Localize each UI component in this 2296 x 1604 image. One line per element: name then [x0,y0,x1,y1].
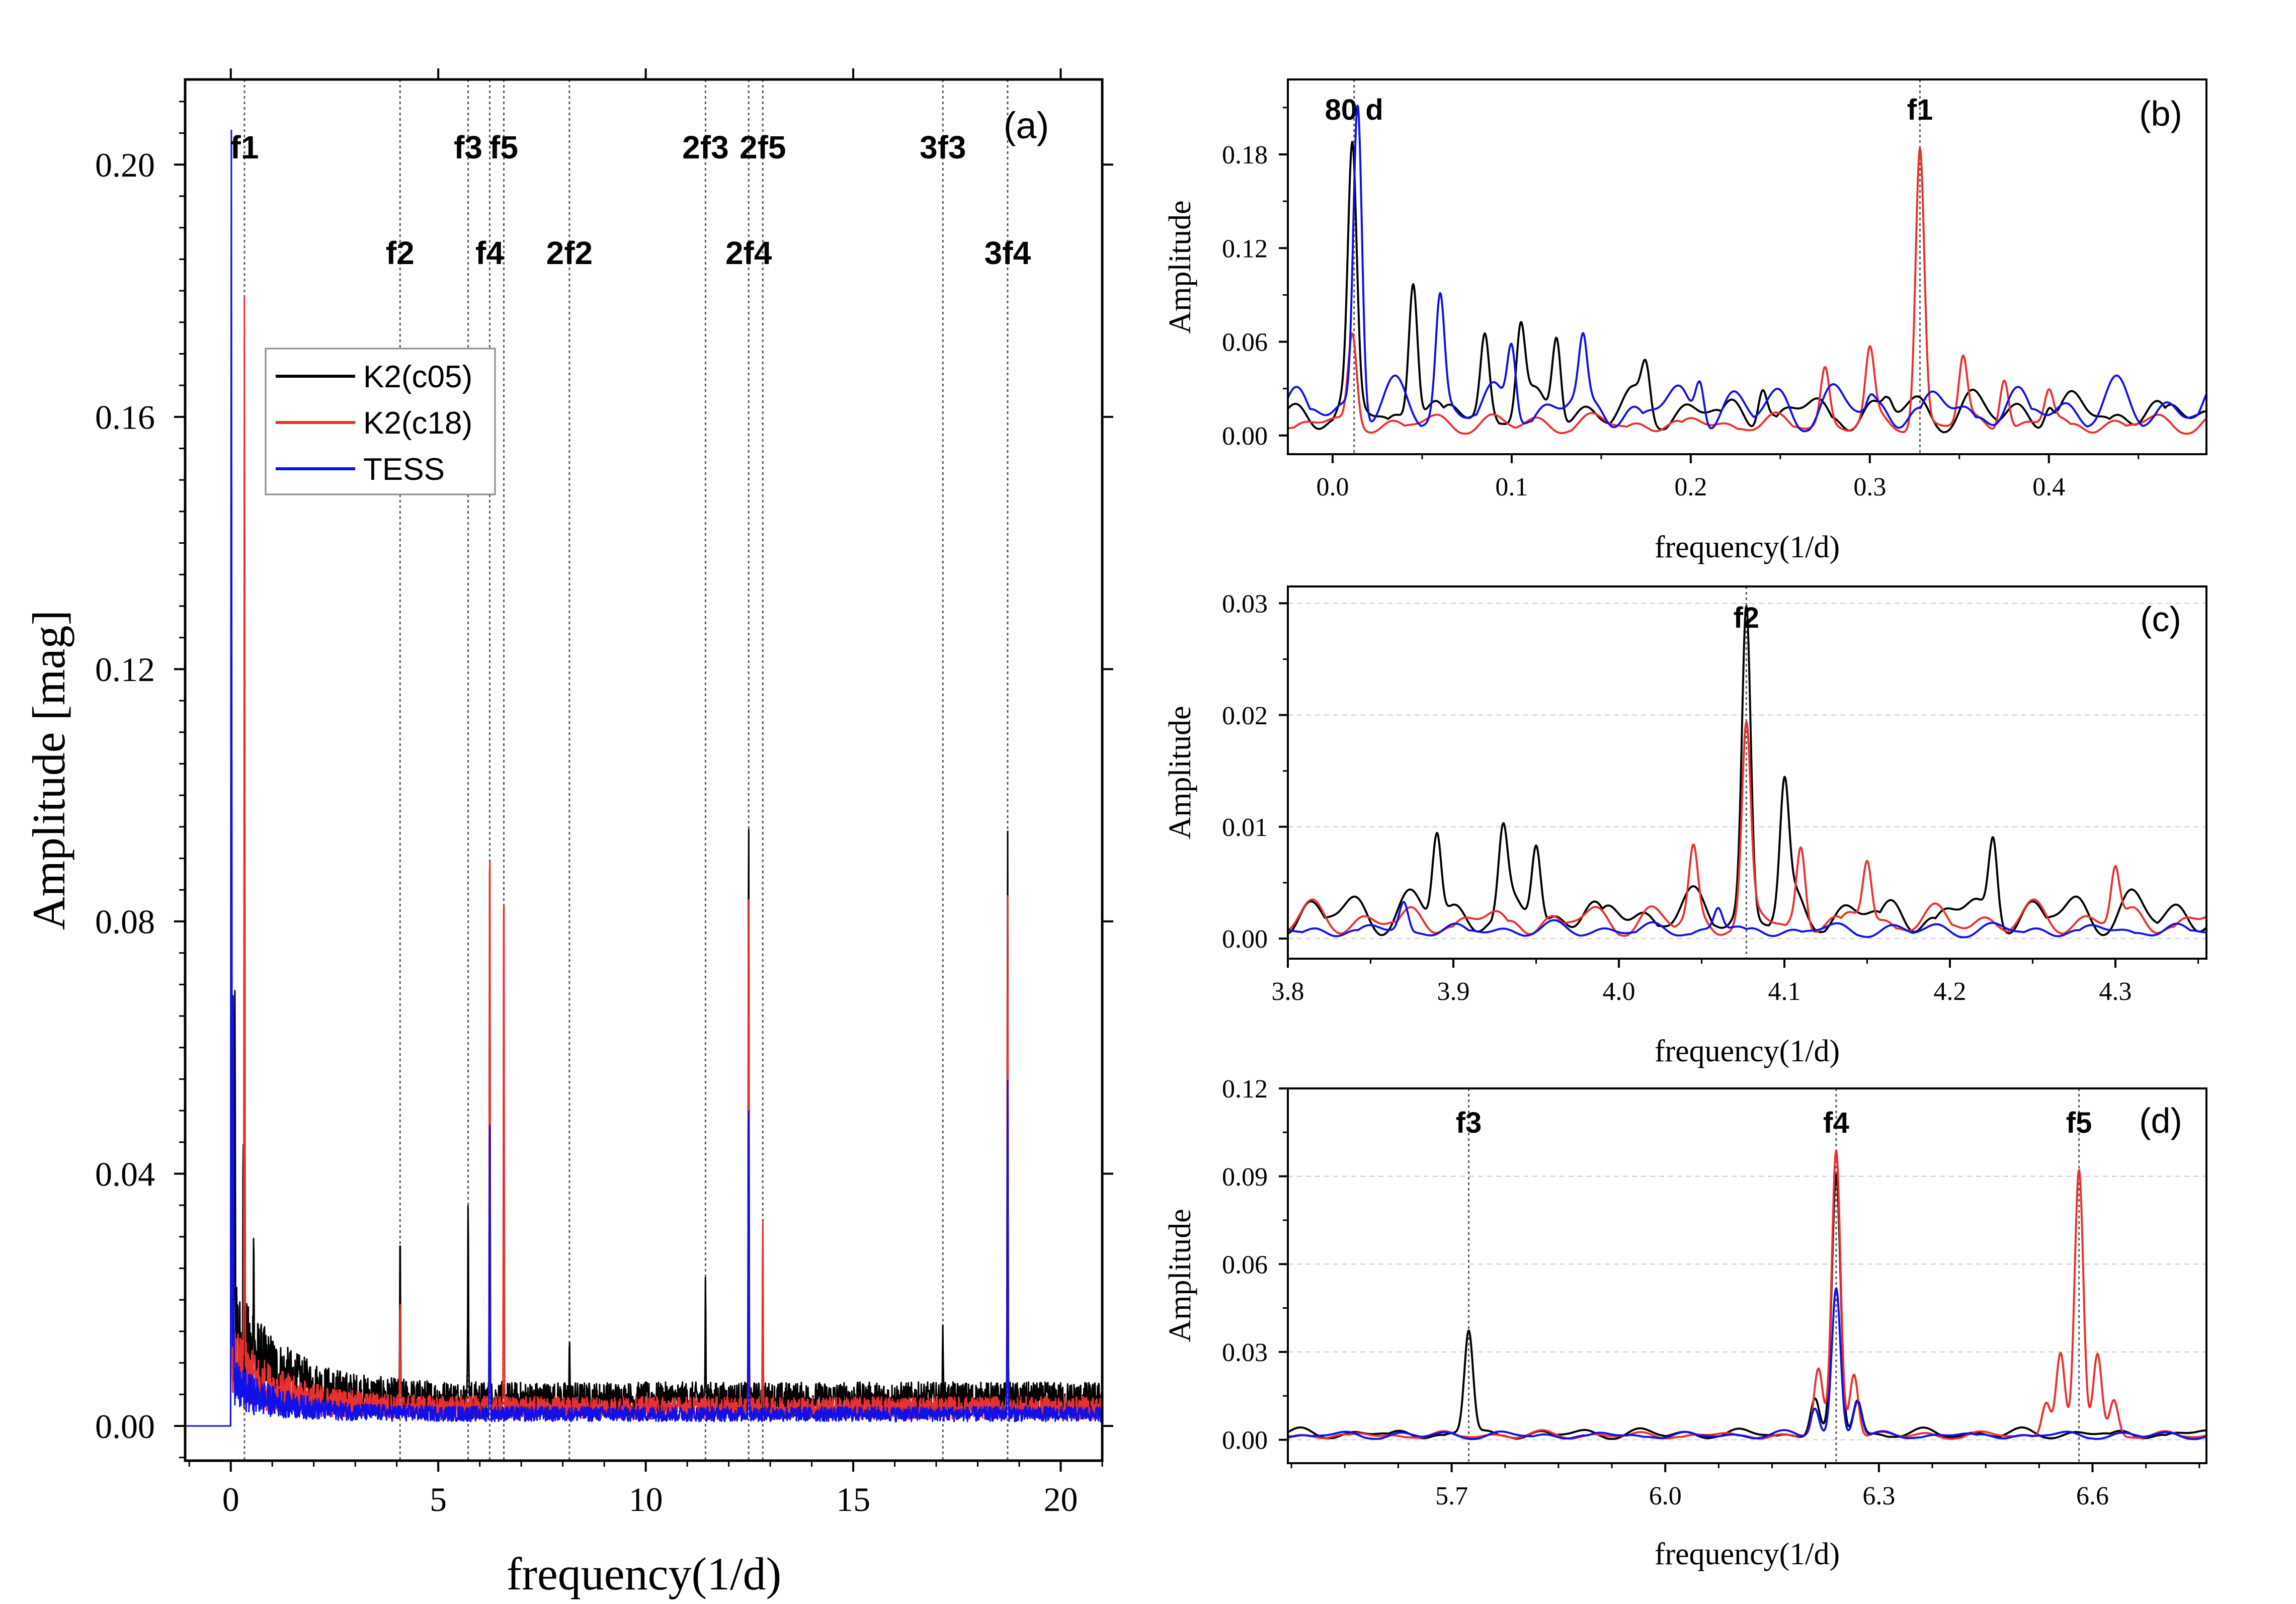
panel-a-plot-layer: f1 f2 f3 f4 f5 2f2 2f3 2f4 2f5 3f3 3f4 [185,79,1102,1461]
legend-label-k2-c05: K2(c05) [363,360,472,394]
x-tick-label: 10 [629,1480,663,1518]
peak-annotation: 2f5 [740,129,786,165]
peak-annotation: f4 [475,235,504,271]
panel-a-frame [184,78,1104,1462]
y-tick-label: 0.12 [95,650,155,689]
x-tick-label: 5 [430,1480,447,1518]
y-tick-label: 0.03 [1222,590,1268,619]
peak-annotation: 3f3 [920,129,966,165]
panel-c-plot-layer: f2 [1288,586,2206,959]
y-tick-label: 0.01 [1222,813,1268,842]
panel-b-frame [1287,78,2207,455]
panel-d-tag: (d) [2139,1101,2182,1140]
series-line-tess [185,129,1102,1427]
panel-c-x-axis-title: frequency(1/d) [1655,1034,1840,1068]
peak-annotation: f1 [230,129,259,165]
y-tick-label: 0.09 [1222,1163,1268,1192]
peak-annotation: 2f2 [546,235,593,271]
x-tick-label: 0.4 [2032,473,2065,501]
x-tick-label: 6.0 [1649,1482,1682,1510]
y-tick-label: 0.02 [1222,702,1268,730]
x-tick-label: 6.6 [2076,1482,2109,1510]
panel-a-x-axis-title: frequency(1/d) [507,1548,782,1599]
y-tick-label: 0.04 [95,1155,155,1193]
x-tick-label: 4.0 [1603,977,1635,1006]
x-tick-label: 0.2 [1674,473,1707,501]
x-tick-label: 0.0 [1316,473,1349,501]
panel-a: f1 f2 f3 f4 f5 2f2 2f3 2f4 2f5 3f3 3f4 (a) frequen… [23,68,1113,1599]
peak-annotation: f3 [454,129,482,165]
y-tick-label: 0.12 [1222,1075,1268,1104]
y-tick-label: 0.18 [1222,141,1268,170]
peak-annotation: f2 [1734,602,1760,634]
y-tick-label: 0.08 [95,903,155,941]
panel-d-y-axis-title: Amplitude [1163,1209,1197,1342]
panel-b-x-axis-title: frequency(1/d) [1655,530,1840,564]
panel-c: f2 (c) frequency(1/d) Amplitude 3.8 3.9 4.… [1163,585,2207,1068]
x-tick-label: 3.9 [1437,977,1470,1006]
legend: K2(c05) K2(c18) TESS [265,348,496,495]
y-tick-label: 0.00 [95,1407,155,1446]
y-tick-label: 0.00 [1222,422,1268,451]
x-tick-label: 6.3 [1862,1482,1895,1510]
panel-b-tag: (b) [2139,94,2182,133]
peak-annotation: f2 [386,235,415,271]
x-tick-label: 0.3 [1853,473,1886,501]
panel-c-frame [1287,585,2207,960]
panel-b-plot-layer: 80 d f1 [1288,79,2206,454]
series-line-tess [1288,901,2206,939]
y-tick-label: 0.12 [1222,234,1268,263]
legend-label-k2-c18: K2(c18) [363,406,472,441]
peak-annotation: 80 d [1325,94,1383,126]
peak-annotation: f5 [2066,1107,2092,1139]
peak-annotation: f1 [1907,94,1933,126]
panel-d: f3 f4 f5 (d) frequency(1/d) Amplitude 5.7 6… [1163,1075,2207,1571]
panel-c-tag: (c) [2140,600,2181,639]
panel-a-y-axis-title: Amplitude [mag] [23,610,74,930]
x-tick-label: 15 [836,1480,870,1518]
peak-annotation: f5 [489,129,518,165]
series-line-k2-c18 [1288,147,2206,435]
y-tick-label: 0.20 [95,146,155,184]
y-tick-label: 0.03 [1222,1338,1268,1367]
y-tick-label: 0.00 [1222,925,1268,954]
series-line-k2-c05 [1288,1173,2206,1440]
series-line-tess [1288,104,2206,433]
panel-d-frame [1287,1087,2207,1464]
panel-c-y-axis-title: Amplitude [1163,706,1197,839]
panel-d-x-axis-title: frequency(1/d) [1655,1537,1840,1571]
x-tick-label: 20 [1044,1480,1078,1518]
y-tick-label: 0.06 [1222,328,1268,357]
x-tick-label: 3.8 [1272,977,1304,1006]
panel-b-y-axis-title: Amplitude [1163,200,1197,333]
peak-annotation: 2f3 [682,129,729,165]
series-line-k2-c05 [1288,605,2206,937]
x-tick-label: 5.7 [1435,1482,1468,1510]
y-tick-label: 0.00 [1222,1426,1268,1455]
x-tick-label: 4.3 [2099,977,2132,1006]
panel-a-tag: (a) [1004,105,1049,146]
x-tick-label: 4.2 [1934,977,1966,1006]
x-tick-label: 4.1 [1768,977,1801,1006]
peak-annotation: 2f4 [725,235,772,271]
legend-label-tess: TESS [363,452,445,487]
peak-annotation: f4 [1823,1107,1849,1139]
y-tick-label: 0.06 [1222,1250,1268,1279]
panel-b: 80 d f1 (b) frequency(1/d) Amplitude 0.0 0… [1163,78,2207,564]
series-line-tess [1288,1287,2206,1441]
y-tick-label: 0.16 [95,398,155,437]
x-tick-label: 0.1 [1495,473,1528,501]
peak-annotation: f3 [1456,1107,1482,1139]
peak-annotation: 3f4 [985,235,1031,271]
x-tick-label: 0 [222,1480,239,1518]
